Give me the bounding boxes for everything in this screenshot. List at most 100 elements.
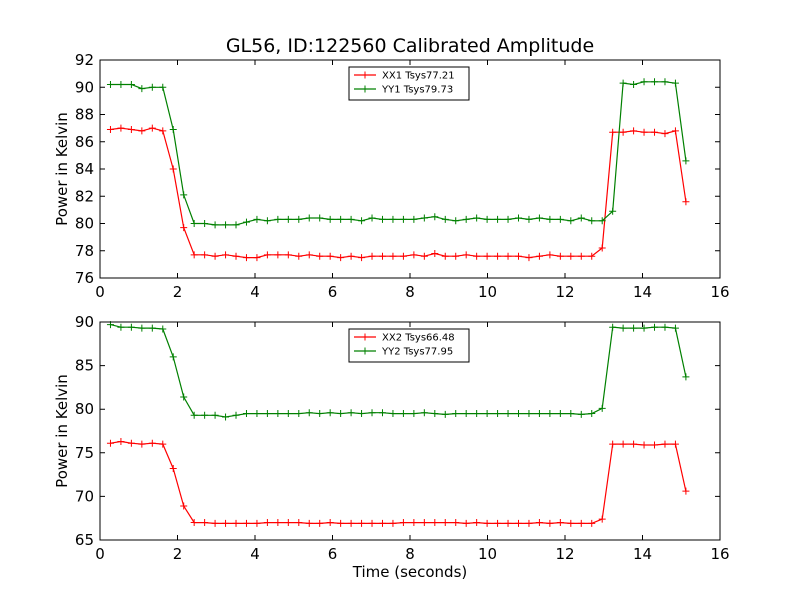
data-point — [326, 519, 334, 527]
data-point — [190, 251, 198, 259]
data-point — [316, 214, 324, 222]
x-tick-label: 12 — [555, 283, 574, 301]
data-point — [420, 252, 428, 260]
y-tick-label: 76 — [75, 269, 94, 287]
data-point — [106, 125, 114, 133]
data-point — [347, 409, 355, 417]
data-point — [651, 323, 659, 331]
data-point — [159, 325, 167, 333]
data-point — [211, 221, 219, 229]
data-point — [148, 83, 156, 91]
data-point — [441, 215, 449, 223]
data-point — [358, 254, 366, 262]
data-point — [389, 252, 397, 260]
data-point — [577, 519, 585, 527]
data-point — [316, 252, 324, 260]
legend-marker — [361, 333, 369, 341]
x-tick-label: 16 — [710, 545, 729, 563]
data-point — [630, 440, 638, 448]
x-axis-label: Time (seconds) — [352, 563, 468, 581]
data-point — [504, 519, 512, 527]
data-point — [242, 519, 250, 527]
data-point — [671, 324, 679, 332]
data-point — [494, 410, 502, 418]
data-point — [169, 464, 177, 472]
data-point — [671, 127, 679, 135]
data-point — [525, 410, 533, 418]
data-point — [138, 85, 146, 93]
data-point — [295, 410, 303, 418]
data-point — [598, 404, 606, 412]
data-point — [274, 410, 282, 418]
x-tick-label: 6 — [328, 283, 338, 301]
data-point — [190, 519, 198, 527]
data-point — [462, 519, 470, 527]
data-point — [452, 217, 460, 225]
y-tick-label: 80 — [75, 400, 94, 418]
legend-marker — [361, 71, 369, 79]
data-point — [222, 251, 230, 259]
data-point — [535, 519, 543, 527]
data-point — [651, 128, 659, 136]
data-point — [588, 252, 596, 260]
data-point — [284, 410, 292, 418]
data-point — [546, 215, 554, 223]
data-point — [169, 165, 177, 173]
data-point — [609, 323, 617, 331]
data-point — [222, 221, 230, 229]
legend-box — [348, 328, 470, 363]
data-point — [253, 519, 261, 527]
data-point — [588, 519, 596, 527]
data-point — [274, 251, 282, 259]
data-point — [389, 410, 397, 418]
data-point — [577, 214, 585, 222]
data-point — [232, 519, 240, 527]
data-point — [577, 410, 585, 418]
data-point — [389, 215, 397, 223]
legend: XX2 Tsys66.48 YY2 Tsys77.95 — [348, 328, 470, 363]
data-point — [494, 215, 502, 223]
y-axis-label: Power in Kelvin — [53, 112, 71, 226]
data-point — [609, 128, 617, 136]
series-1-2 — [106, 78, 690, 229]
data-point — [378, 252, 386, 260]
x-tick-label: 4 — [250, 283, 260, 301]
data-point — [242, 410, 250, 418]
data-point — [274, 519, 282, 527]
data-point — [242, 218, 250, 226]
data-point — [577, 252, 585, 260]
data-point — [515, 214, 522, 222]
chart-title: GL56, ID:122560 Calibrated Amplitude — [226, 35, 594, 57]
data-point — [284, 519, 292, 527]
x-tick-label: 0 — [95, 545, 105, 563]
data-point — [619, 324, 627, 332]
data-point — [473, 519, 481, 527]
legend-label: XX2 Tsys66.48 — [382, 333, 455, 344]
data-point — [201, 519, 209, 527]
y-tick-label: 78 — [75, 242, 94, 260]
data-point — [630, 324, 638, 332]
x-tick-label: 4 — [250, 545, 260, 563]
data-point — [295, 519, 303, 527]
data-point — [515, 519, 522, 527]
data-point — [117, 437, 125, 445]
data-point — [127, 439, 135, 447]
y-tick-label: 84 — [75, 160, 94, 178]
data-point — [190, 220, 198, 227]
data-point — [127, 323, 135, 331]
y-tick-label: 65 — [75, 531, 94, 549]
data-point — [567, 410, 575, 418]
data-point — [661, 78, 669, 86]
data-point — [368, 252, 376, 260]
data-point — [127, 125, 135, 133]
subplot-2: 0 2 4 6 8 10 12 14 16 65 70 75 80 85 90 Power in Kelvin… — [53, 313, 730, 581]
data-point — [441, 252, 449, 260]
data-point — [462, 251, 470, 259]
x-tick-label: 8 — [405, 545, 415, 563]
legend-marker — [361, 85, 369, 93]
x-tick-label: 14 — [633, 283, 652, 301]
legend-label: YY1 Tsys79.73 — [381, 85, 453, 96]
data-point — [609, 440, 617, 448]
x-tick-label: 2 — [173, 545, 183, 563]
